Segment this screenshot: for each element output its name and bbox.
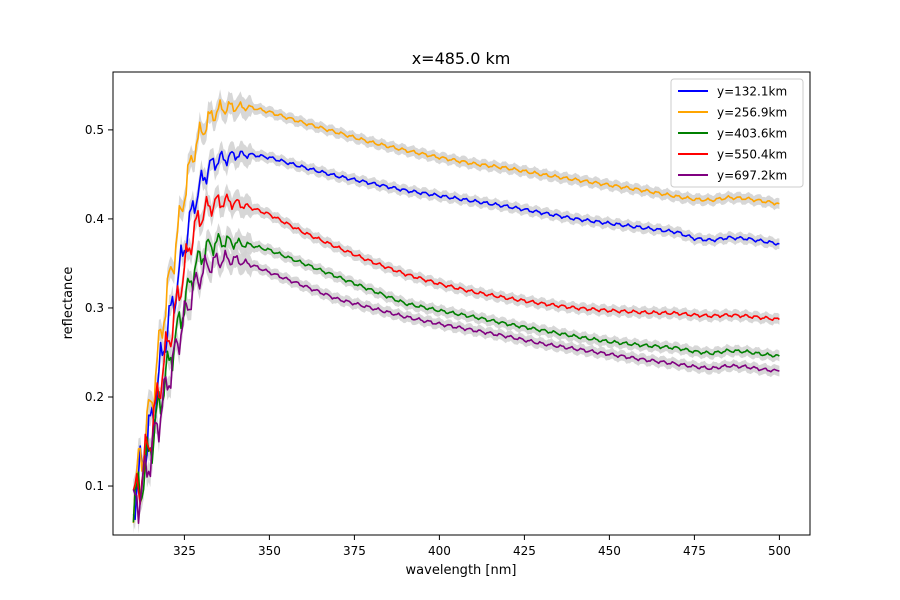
x-tick-label: 350 [258, 544, 281, 558]
legend: y=132.1km y=256.9km y=403.6km y=550.4km y=69… [670, 78, 804, 188]
legend-label: y=550.4km [717, 148, 787, 162]
y-tick-label: 0.1 [85, 479, 104, 493]
x-tick-label: 500 [768, 544, 791, 558]
x-tick-label: 325 [173, 544, 196, 558]
x-tick-label: 475 [683, 544, 706, 558]
series-line-2 [132, 99, 780, 524]
y-tick-label: 0.3 [85, 301, 104, 315]
legend-label: y=132.1km [717, 85, 787, 99]
legend-box [670, 78, 804, 188]
y-tick-label: 0.5 [85, 123, 104, 137]
plot-area-frame [112, 71, 811, 536]
x-tick-label: 450 [598, 544, 621, 558]
y-tick-label: 0.2 [85, 390, 104, 404]
legend-label: y=256.9km [717, 106, 787, 120]
series-line-3 [132, 232, 780, 523]
chart-title: x=485.0 km [412, 49, 511, 68]
x-tick-label: 425 [513, 544, 536, 558]
x-tick-label: 400 [428, 544, 451, 558]
series-line-5 [132, 249, 780, 525]
series-line-4 [132, 193, 780, 505]
y-axis-label: reflectance [61, 267, 76, 340]
legend-label: y=403.6km [717, 127, 787, 141]
x-axis-ticks: 325 350 375 400 425 450 475 500 [173, 535, 791, 558]
series-line-1 [132, 150, 780, 521]
legend-label: y=697.2km [717, 169, 787, 183]
y-axis-ticks: 0.1 0.2 0.3 0.4 0.5 [85, 123, 113, 493]
x-tick-label: 375 [343, 544, 366, 558]
y-tick-label: 0.4 [85, 212, 104, 226]
x-axis-label: wavelength [nm] [406, 563, 517, 578]
series-lines [132, 99, 780, 525]
